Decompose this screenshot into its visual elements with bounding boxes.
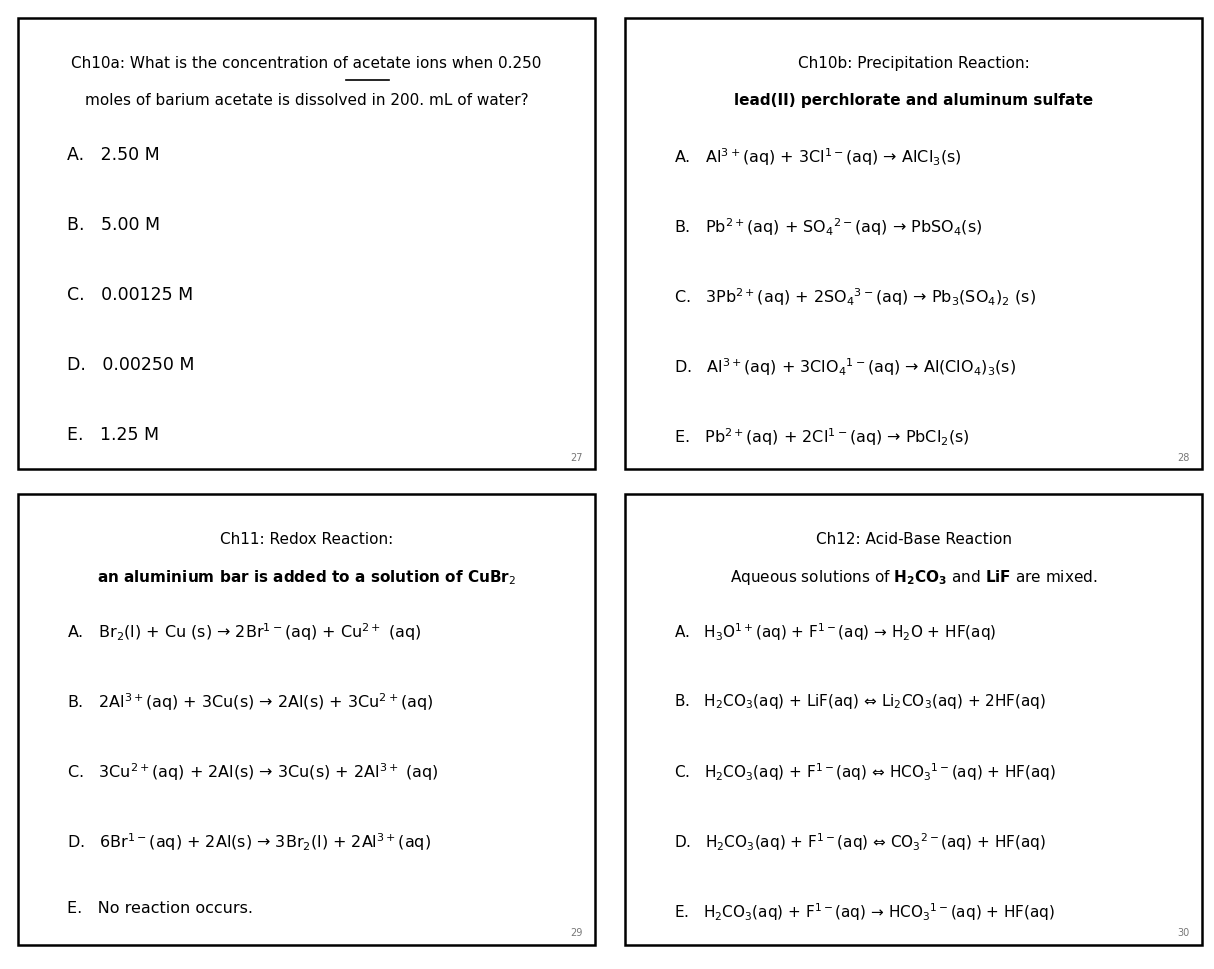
Text: E.   H$_2$CO$_3$(aq) + F$^{1-}$(aq) → HCO$_3$$^{1-}$(aq) + HF(aq): E. H$_2$CO$_3$(aq) + F$^{1-}$(aq) → HCO$… (674, 900, 1055, 922)
FancyBboxPatch shape (18, 19, 595, 470)
Text: A.   H$_3$O$^{1+}$(aq) + F$^{1-}$(aq) → H$_2$O + HF(aq): A. H$_3$O$^{1+}$(aq) + F$^{1-}$(aq) → H$… (674, 621, 997, 642)
Text: 28: 28 (1178, 453, 1190, 462)
Text: C.   3Pb$^{2+}$(aq) + 2SO$_4$$^{3-}$(aq) → Pb$_3$(SO$_4$)$_2$ (s): C. 3Pb$^{2+}$(aq) + 2SO$_4$$^{3-}$(aq) →… (674, 286, 1036, 307)
Text: B.   5.00 M: B. 5.00 M (67, 216, 160, 234)
Text: 30: 30 (1178, 927, 1190, 937)
Text: A.   2.50 M: A. 2.50 M (67, 146, 159, 165)
Text: C.   H$_2$CO$_3$(aq) + F$^{1-}$(aq) ⇔ HCO$_3$$^{1-}$(aq) + HF(aq): C. H$_2$CO$_3$(aq) + F$^{1-}$(aq) ⇔ HCO$… (674, 761, 1056, 782)
Text: C.   3Cu$^{2+}$(aq) + 2Al(s) → 3Cu(s) + 2Al$^{3+}$ (aq): C. 3Cu$^{2+}$(aq) + 2Al(s) → 3Cu(s) + 2A… (67, 761, 438, 782)
Text: D.   H$_2$CO$_3$(aq) + F$^{1-}$(aq) ⇔ CO$_3$$^{2-}$(aq) + HF(aq): D. H$_2$CO$_3$(aq) + F$^{1-}$(aq) ⇔ CO$_… (674, 830, 1045, 852)
Text: D.   6Br$^{1-}$(aq) + 2Al(s) → 3Br$_2$(l) + 2Al$^{3+}$(aq): D. 6Br$^{1-}$(aq) + 2Al(s) → 3Br$_2$(l) … (67, 830, 431, 852)
Text: Aqueous solutions of $\mathbf{H_2CO_3}$ and $\mathbf{LiF}$ are mixed.: Aqueous solutions of $\mathbf{H_2CO_3}$ … (730, 568, 1097, 587)
Text: 27: 27 (571, 453, 583, 462)
Text: D.   0.00250 M: D. 0.00250 M (67, 356, 194, 374)
Text: D.   Al$^{3+}$(aq) + 3ClO$_4$$^{1-}$(aq) → Al(ClO$_4$)$_3$(s): D. Al$^{3+}$(aq) + 3ClO$_4$$^{1-}$(aq) →… (674, 356, 1016, 377)
Text: lead(II) perchlorate and aluminum sulfate: lead(II) perchlorate and aluminum sulfat… (734, 93, 1093, 108)
FancyBboxPatch shape (625, 494, 1202, 945)
Text: Ch12: Acid-Base Reaction: Ch12: Acid-Base Reaction (816, 531, 1011, 546)
Text: B.   H$_2$CO$_3$(aq) + LiF(aq) ⇔ Li$_2$CO$_3$(aq) + 2HF(aq): B. H$_2$CO$_3$(aq) + LiF(aq) ⇔ Li$_2$CO$… (674, 691, 1046, 710)
Text: C.   0.00125 M: C. 0.00125 M (67, 286, 193, 304)
Text: an aluminium bar is added to a solution of CuBr$_2$: an aluminium bar is added to a solution … (97, 568, 516, 586)
Text: E.   No reaction occurs.: E. No reaction occurs. (67, 900, 253, 915)
Text: B.   2Al$^{3+}$(aq) + 3Cu(s) → 2Al(s) + 3Cu$^{2+}$(aq): B. 2Al$^{3+}$(aq) + 3Cu(s) → 2Al(s) + 3C… (67, 691, 433, 712)
Text: Ch10a: What is the concentration of acetate ions when 0.250: Ch10a: What is the concentration of acet… (72, 56, 541, 71)
Text: E.   1.25 M: E. 1.25 M (67, 425, 159, 444)
Text: B.   Pb$^{2+}$(aq) + SO$_4$$^{2-}$(aq) → PbSO$_4$(s): B. Pb$^{2+}$(aq) + SO$_4$$^{2-}$(aq) → P… (674, 216, 982, 237)
Text: Ch11: Redox Reaction:: Ch11: Redox Reaction: (220, 531, 393, 546)
Text: A.   Al$^{3+}$(aq) + 3Cl$^{1-}$(aq) → AlCl$_3$(s): A. Al$^{3+}$(aq) + 3Cl$^{1-}$(aq) → AlCl… (674, 146, 961, 168)
FancyBboxPatch shape (18, 494, 595, 945)
Text: 29: 29 (571, 927, 583, 937)
Text: A.   Br$_2$(l) + Cu (s) → 2Br$^{1-}$(aq) + Cu$^{2+}$ (aq): A. Br$_2$(l) + Cu (s) → 2Br$^{1-}$(aq) +… (67, 621, 421, 642)
FancyBboxPatch shape (625, 19, 1202, 470)
Text: E.   Pb$^{2+}$(aq) + 2Cl$^{1-}$(aq) → PbCl$_2$(s): E. Pb$^{2+}$(aq) + 2Cl$^{1-}$(aq) → PbCl… (674, 425, 970, 447)
Text: moles of barium acetate is dissolved in 200. mL of water?: moles of barium acetate is dissolved in … (85, 93, 528, 108)
Text: Ch10b: Precipitation Reaction:: Ch10b: Precipitation Reaction: (798, 56, 1029, 71)
